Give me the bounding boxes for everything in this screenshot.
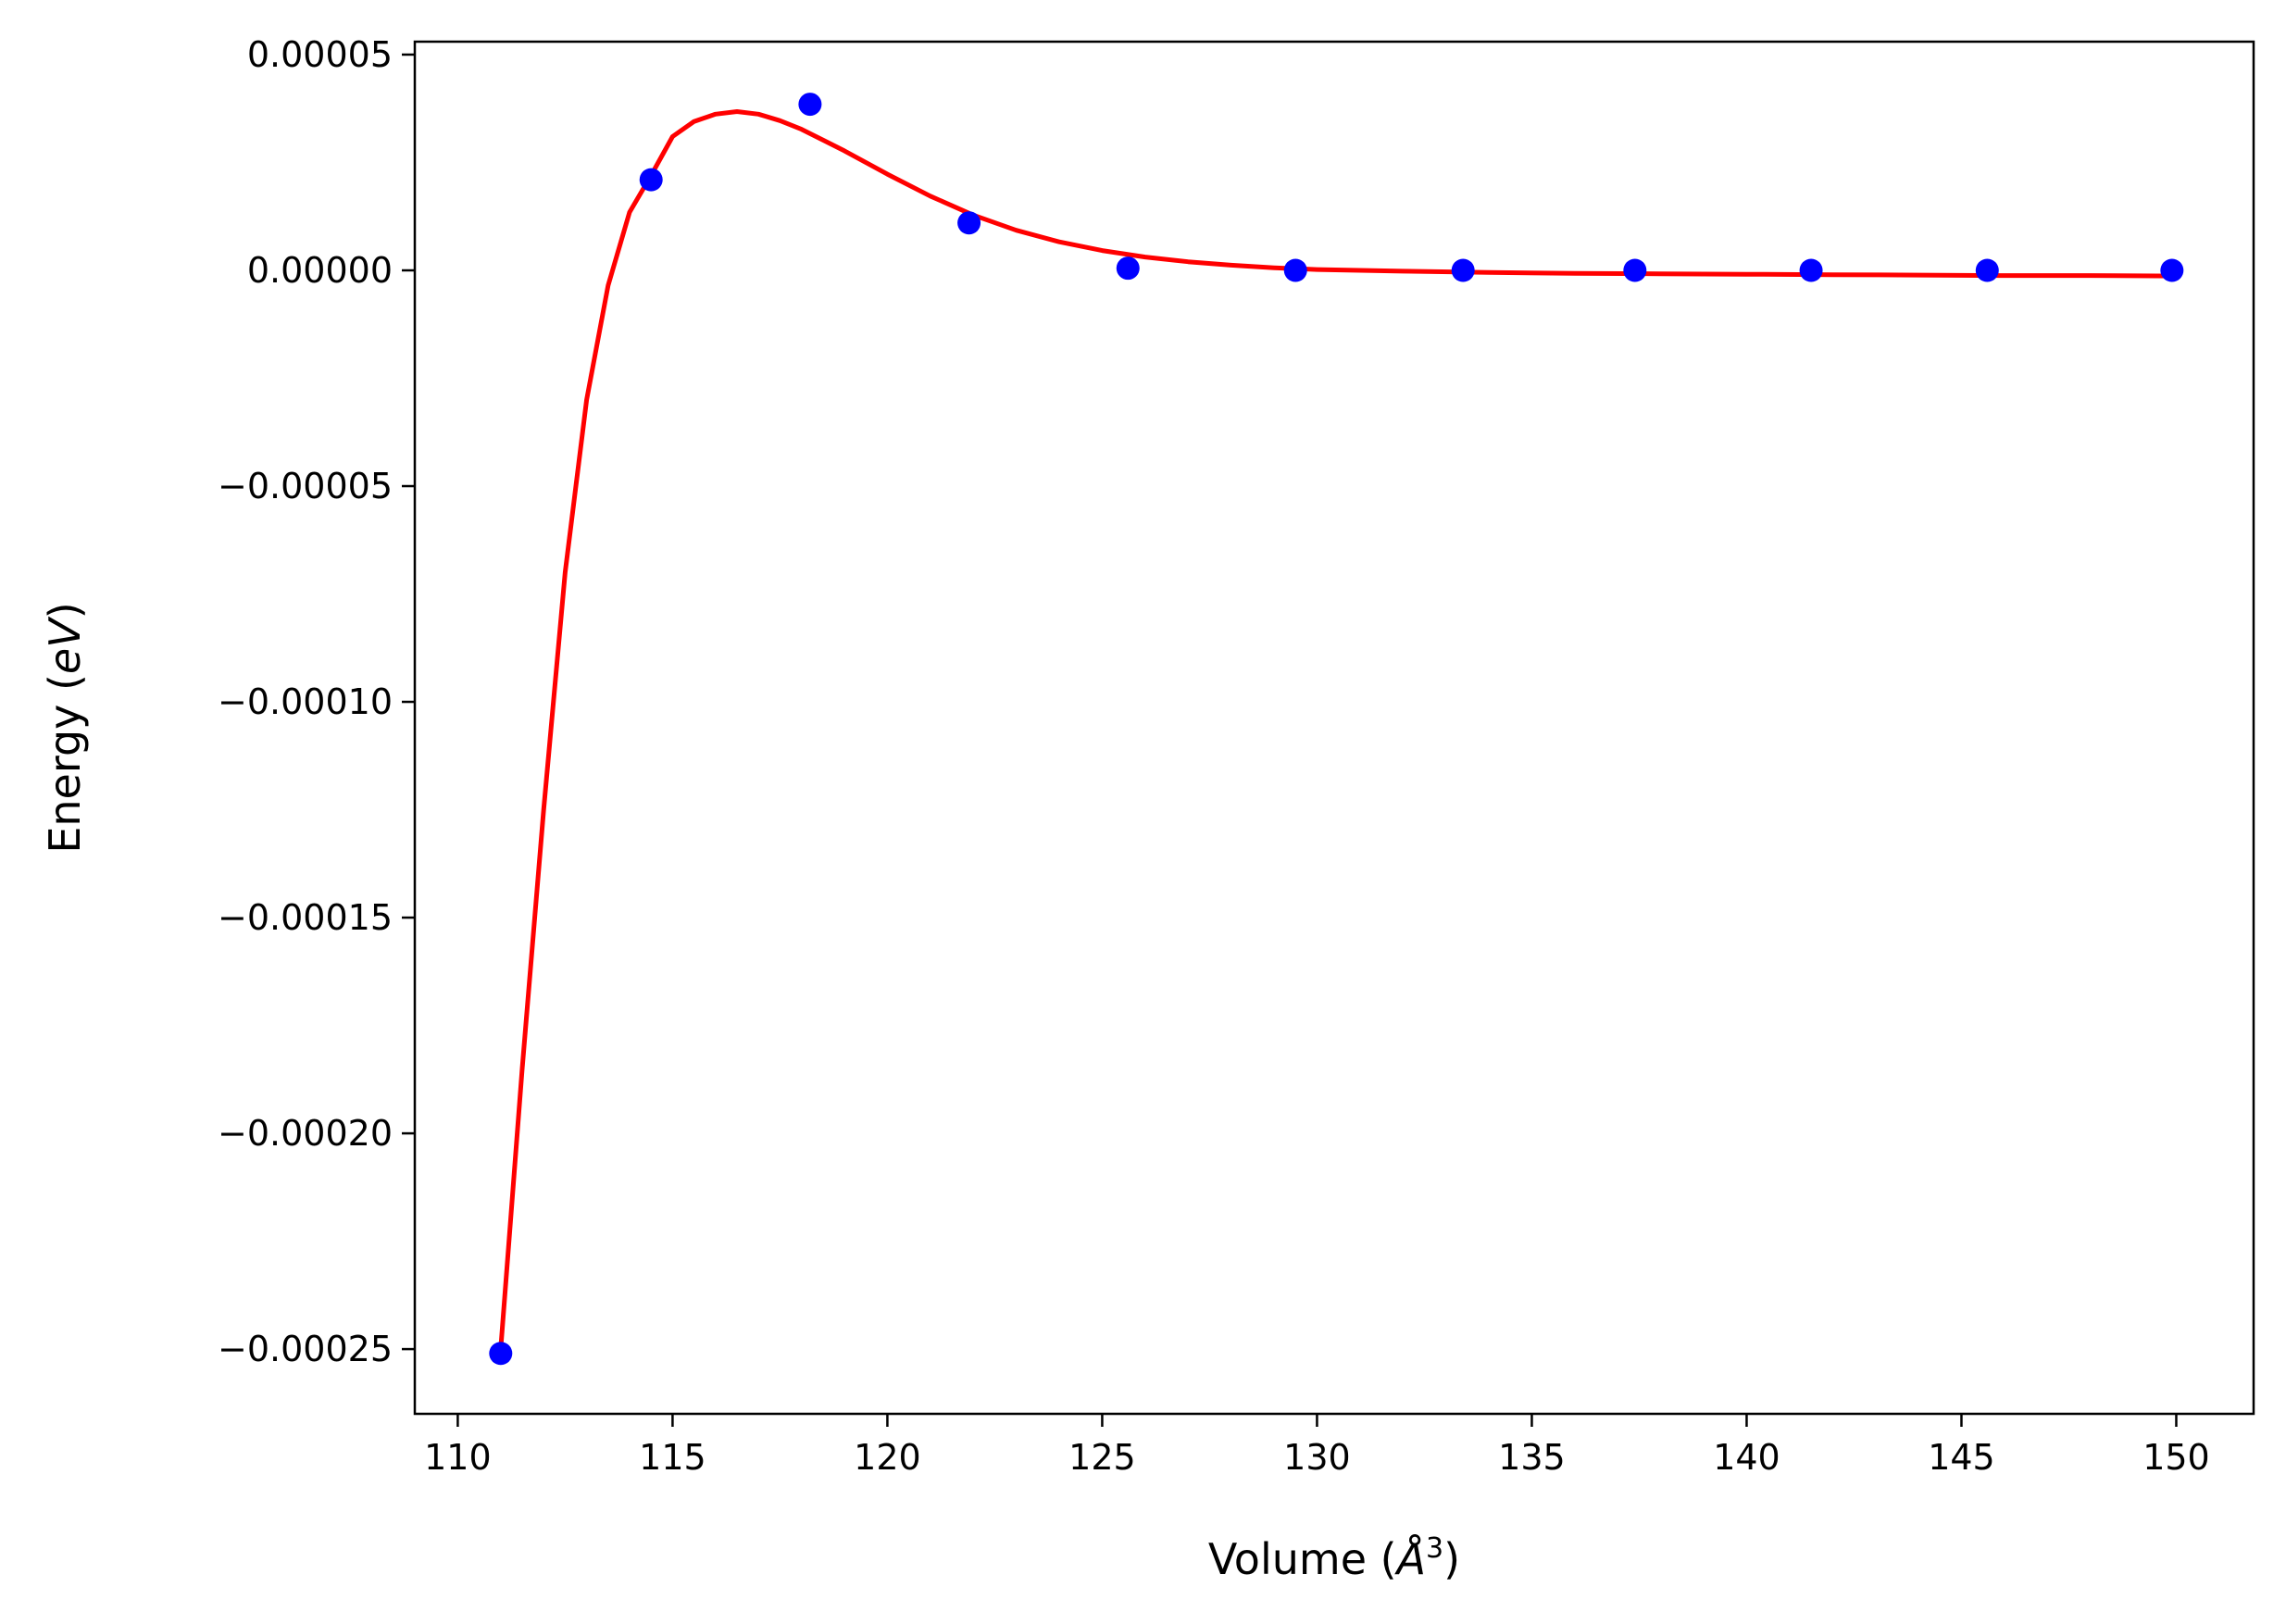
- data-point: [1283, 258, 1307, 282]
- y-axis-label-unit: eV: [40, 616, 90, 674]
- x-axis-label-unit: Å: [1394, 1534, 1426, 1584]
- data-point: [957, 211, 981, 235]
- x-tick-label: 130: [1283, 1437, 1351, 1478]
- x-tick-label: 150: [2142, 1437, 2210, 1478]
- y-tick-label: 0.00000: [247, 250, 393, 291]
- y-axis-label-close: ): [40, 602, 90, 618]
- plot-layer: [489, 93, 2184, 1366]
- x-axis-label-close: ): [1443, 1534, 1460, 1584]
- data-point: [1799, 258, 1823, 282]
- x-axis-label-exponent: 3: [1426, 1532, 1443, 1565]
- data-point: [798, 93, 822, 117]
- ticks-layer: 110 115 120 125 130 135 140 145 150 0.00005 0.0000…: [218, 34, 2210, 1478]
- y-tick-label: −0.00010: [218, 681, 393, 722]
- data-point: [1623, 258, 1647, 282]
- data-point: [1451, 258, 1475, 282]
- x-axis-label-text: Volume (: [1208, 1534, 1397, 1584]
- data-point: [2160, 258, 2184, 282]
- data-point: [1975, 258, 1999, 282]
- data-point: [1116, 256, 1140, 281]
- x-tick-label: 110: [424, 1437, 492, 1478]
- x-tick-label: 145: [1928, 1437, 1995, 1478]
- x-axis-label: Volume (Å3): [1208, 1532, 1460, 1584]
- x-tick-label: 140: [1713, 1437, 1780, 1478]
- y-tick-label: 0.00005: [247, 34, 393, 75]
- x-tick-label: 135: [1498, 1437, 1566, 1478]
- x-tick-label: 125: [1068, 1437, 1136, 1478]
- y-tick-label: −0.00025: [218, 1329, 393, 1369]
- x-tick-label: 115: [639, 1437, 706, 1478]
- data-point: [639, 168, 663, 192]
- x-tick-label: 120: [854, 1437, 921, 1478]
- y-axis-label-text: Energy (: [40, 674, 90, 854]
- plot-frame: [413, 40, 2255, 1416]
- data-point: [489, 1342, 513, 1366]
- y-tick-label: −0.00005: [218, 466, 393, 506]
- y-tick-label: −0.00015: [218, 897, 393, 938]
- y-axis-label: Energy (eV): [40, 602, 90, 853]
- y-tick-label: −0.00020: [218, 1113, 393, 1154]
